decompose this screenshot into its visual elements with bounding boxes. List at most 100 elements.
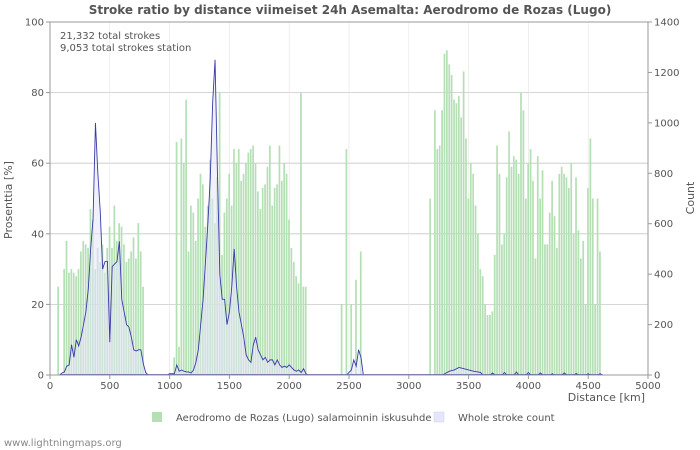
ratio-bar [551,180,553,375]
ratio-bar [484,304,486,375]
ratio-bar [197,198,199,375]
ratio-bar [479,269,482,375]
ratio-bar [436,149,439,375]
ratio-bar [297,283,300,375]
ratio-bar [441,110,443,375]
ratio-bar [75,276,77,375]
ratio-bar [489,314,491,375]
ratio-bar [599,251,601,375]
ratio-bar [252,145,254,375]
ratio-bar [579,258,582,375]
ratio-bar [65,240,68,375]
x-tick-label: 2500 [336,381,361,392]
y-left-tick-label: 0 [38,371,44,382]
ratio-bar [529,149,532,375]
y-right-tick-label: 200 [654,320,673,331]
footer-credit: www.lightningmaps.org [4,438,122,449]
ratio-bar [491,311,494,375]
ratio-bar [532,180,534,375]
ratio-bar [359,251,362,375]
ratio-bar [429,198,431,375]
y-left-tick-label: 60 [31,159,44,170]
ratio-bar [558,173,561,375]
y-right-axis-ticks: 0 200 400 600 800 1000 1200 1400 [648,18,679,382]
ratio-bar [264,184,266,375]
ratio-bar [589,138,592,375]
ratio-bar [477,233,479,375]
x-tick-label: 4500 [575,381,600,392]
y-left-tick-label: 20 [31,300,44,311]
ratio-bar [259,209,262,375]
ratio-bar [591,198,594,375]
ratio-bar [493,254,496,375]
ratio-bar [455,103,458,375]
ratio-bar [548,212,551,375]
ratio-bar [486,314,489,375]
ratio-bar [457,96,460,375]
ratio-bar [355,279,357,375]
ratio-bar [560,166,563,375]
ratio-bar [345,149,348,375]
ratio-bar [572,233,575,375]
ratio-bar [235,163,238,375]
ratio-bar [565,177,568,375]
ratio-bar [536,156,539,375]
ratio-bar [434,110,436,375]
y-left-axis-label: Prosenttia [%] [2,161,15,239]
ratio-bar [240,180,242,375]
ratio-bar [187,251,190,375]
x-axis-ticks: 0 500 1000 1500 2000 2500 3000 3500 4000 4500 5000 [47,375,661,392]
x-tick-label: 3000 [396,381,421,392]
legend-label-count: Whole stroke count [458,413,555,424]
ratio-bar [261,187,264,375]
y-left-tick-label: 40 [31,229,44,240]
y-left-tick-label: 100 [25,18,44,29]
ratio-bar [266,166,269,375]
ratio-bar [510,166,513,375]
ratio-bar [237,149,240,375]
ratio-bar [450,74,453,375]
ratio-bar [127,258,130,375]
ratio-bar [257,191,259,375]
ratio-bar [501,244,503,375]
ratio-bar [512,156,515,375]
ratio-bar [182,163,185,375]
ratio-bar [77,269,80,375]
y-right-tick-label: 1000 [654,118,679,129]
station-strokes-note: 9,053 total strokes station [60,43,191,54]
y-right-tick-label: 1200 [654,68,679,79]
ratio-bar [300,92,302,375]
ratio-bar [137,223,140,375]
ratio-bar [228,173,231,375]
ratio-bar [225,198,228,375]
ratio-bar [460,117,463,375]
ratio-bar [125,262,128,375]
x-tick-label: 4000 [516,381,541,392]
ratio-bar [218,92,221,375]
ratio-bar [524,198,527,375]
ratio-bar [280,180,283,375]
ratio-bar [254,163,257,375]
ratio-bar [173,357,176,375]
ratio-bar [180,138,183,375]
y-right-tick-label: 1400 [654,18,679,29]
ratio-bar [556,247,558,375]
ratio-bar [178,346,180,375]
ratio-bar [474,205,477,375]
ratio-bar [567,187,570,375]
x-tick-label: 1500 [217,381,242,392]
ratio-bar [202,184,204,375]
ratio-bar [546,244,549,375]
ratio-bar [505,177,508,375]
ratio-bar [503,233,506,375]
ratio-bar [563,173,565,375]
ratio-bar [438,145,441,375]
ratio-bar [481,276,484,375]
ratio-bar [82,240,85,375]
ratio-bar [132,237,135,375]
ratio-bar [139,251,142,375]
ratio-bar [453,99,455,375]
ratio-bar [190,205,192,375]
ratio-bar [194,240,197,375]
